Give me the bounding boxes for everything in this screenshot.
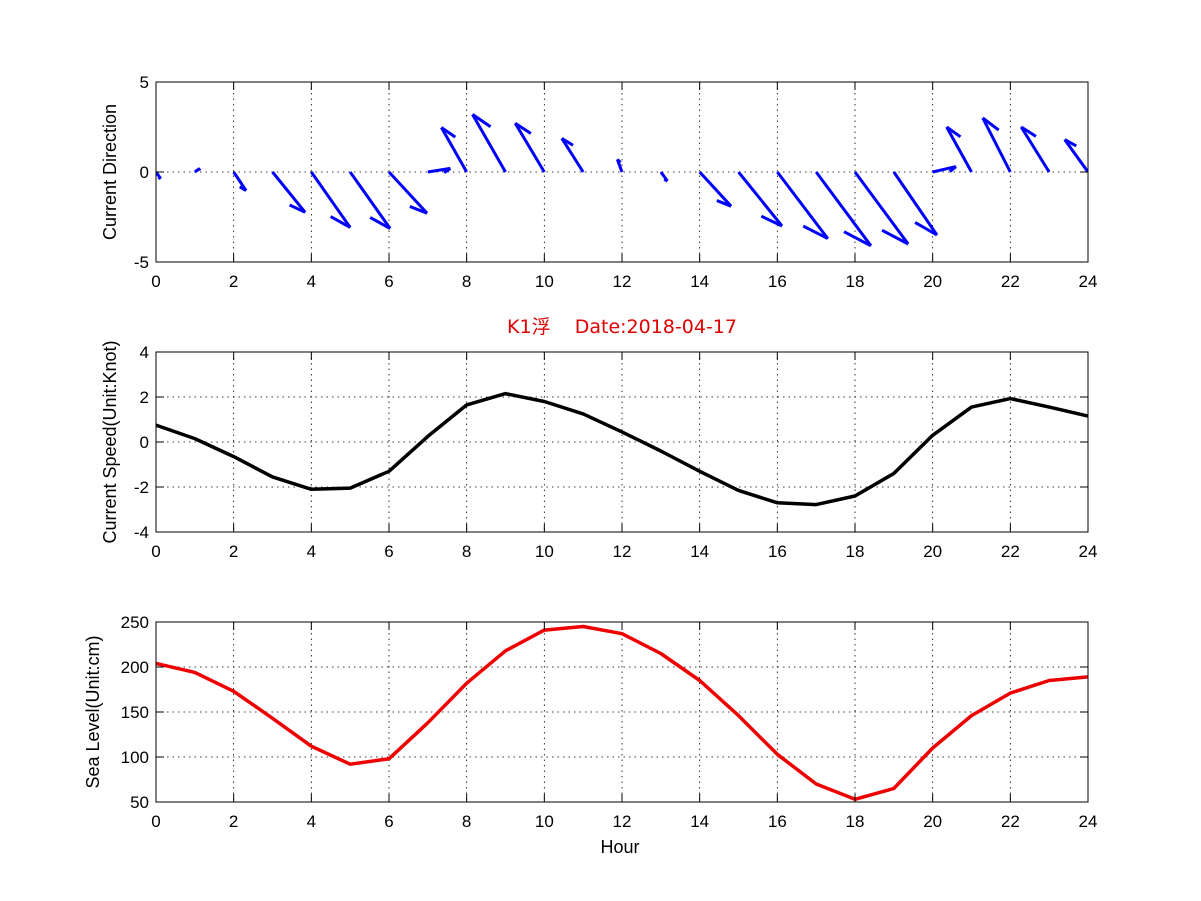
line-sea-level: [155, 624, 1089, 802]
panel-current-direction: 0 2 4 6 8 10 12 14 16 18 20 22 24-505 Current Direct…: [100, 73, 1097, 291]
y-tick-label: 4: [140, 343, 149, 362]
x-tick-label: 22: [1001, 272, 1020, 291]
current-arrow: [193, 167, 202, 174]
x-tick-label: 8: [462, 812, 471, 831]
current-arrow: [271, 171, 307, 214]
current-arrow: [615, 158, 624, 173]
x-tick-label: 2: [229, 812, 238, 831]
x-tick-label: 4: [307, 812, 316, 831]
y-tick-label: 200: [121, 658, 149, 677]
y-tick-label: 0: [140, 163, 149, 182]
current-arrow: [232, 171, 248, 192]
current-arrow: [440, 126, 468, 173]
current-arrow: [853, 171, 910, 246]
current-arrow: [348, 171, 392, 230]
current-arrow: [945, 125, 973, 173]
current-arrow: [659, 171, 669, 183]
y-tick-label: -5: [134, 253, 149, 272]
chart-title: K1浮 Date:2018-04-17: [507, 316, 737, 338]
x-tick-label: 20: [923, 272, 942, 291]
current-arrow: [737, 171, 784, 228]
ylabel-current-direction: Current Direction: [100, 104, 120, 240]
x-tick-label: 12: [613, 542, 632, 561]
panel-current-speed: K1浮 Date:2018-04-17 0 2 4 6 8 10 12 14 16 18 20 22 2…: [100, 316, 1097, 561]
current-arrow: [814, 171, 873, 248]
x-tick-label: 24: [1079, 812, 1098, 831]
current-arrow: [427, 166, 452, 174]
x-tick-label: 0: [151, 542, 160, 561]
y-tick-label: 250: [121, 613, 149, 632]
x-tick-label: 0: [151, 272, 160, 291]
xlabel-hour: Hour: [600, 837, 639, 857]
grid-sea-level: [156, 622, 1088, 802]
x-tick-label: 20: [923, 542, 942, 561]
x-tick-label: 6: [384, 812, 393, 831]
current-arrow: [513, 121, 546, 173]
arrows-current-direction: [156, 113, 1088, 248]
x-tick-label: 14: [690, 812, 709, 831]
y-tick-label: -2: [134, 478, 149, 497]
x-tick-label: 4: [307, 542, 316, 561]
current-arrow: [310, 171, 352, 229]
ylabel-sea-level: Sea Level(Unit:cm): [83, 635, 103, 788]
y-tick-label: 100: [121, 748, 149, 767]
x-tick-label: 22: [1001, 542, 1020, 561]
current-arrow: [698, 170, 733, 208]
current-arrow: [471, 113, 507, 173]
x-tick-label: 14: [690, 542, 709, 561]
current-arrow: [776, 171, 830, 240]
ticks-current-direction: 0 2 4 6 8 10 12 14 16 18 20 22 24-505: [134, 73, 1098, 291]
x-tick-label: 16: [768, 812, 787, 831]
series-line: [155, 624, 1089, 802]
x-tick-label: 10: [535, 542, 554, 561]
x-tick-label: 10: [535, 812, 554, 831]
line-current-speed: [155, 391, 1089, 507]
ylabel-current-speed: Current Speed(Unit:Knot): [100, 340, 120, 543]
x-tick-label: 16: [768, 272, 787, 291]
series-line: [155, 391, 1089, 507]
y-tick-label: 2: [140, 388, 149, 407]
current-arrow: [156, 171, 162, 180]
x-tick-label: 8: [462, 272, 471, 291]
x-tick-label: 20: [923, 812, 942, 831]
current-arrow: [560, 137, 585, 173]
y-tick-label: 150: [121, 703, 149, 722]
x-tick-label: 6: [384, 272, 393, 291]
x-tick-label: 4: [307, 272, 316, 291]
x-tick-label: 12: [613, 272, 632, 291]
current-arrow: [1063, 138, 1088, 173]
current-arrow: [932, 165, 957, 174]
x-tick-label: 24: [1079, 272, 1098, 291]
x-tick-label: 8: [462, 542, 471, 561]
x-tick-label: 2: [229, 542, 238, 561]
x-tick-label: 16: [768, 542, 787, 561]
x-tick-label: 22: [1001, 812, 1020, 831]
y-tick-label: -4: [134, 523, 149, 542]
y-tick-label: 0: [140, 433, 149, 452]
current-arrow: [387, 170, 429, 215]
x-tick-label: 2: [229, 272, 238, 291]
x-tick-label: 0: [151, 812, 160, 831]
x-tick-label: 6: [384, 542, 393, 561]
x-tick-label: 18: [846, 542, 865, 561]
current-arrow: [981, 116, 1012, 173]
x-tick-label: 12: [613, 812, 632, 831]
y-tick-label: 5: [140, 73, 149, 92]
x-tick-label: 18: [846, 272, 865, 291]
x-tick-label: 14: [690, 272, 709, 291]
current-arrow: [1019, 125, 1051, 173]
x-tick-label: 18: [846, 812, 865, 831]
y-tick-label: 50: [130, 793, 149, 812]
x-tick-label: 24: [1079, 542, 1098, 561]
x-tick-label: 10: [535, 272, 554, 291]
current-arrow: [892, 171, 939, 237]
